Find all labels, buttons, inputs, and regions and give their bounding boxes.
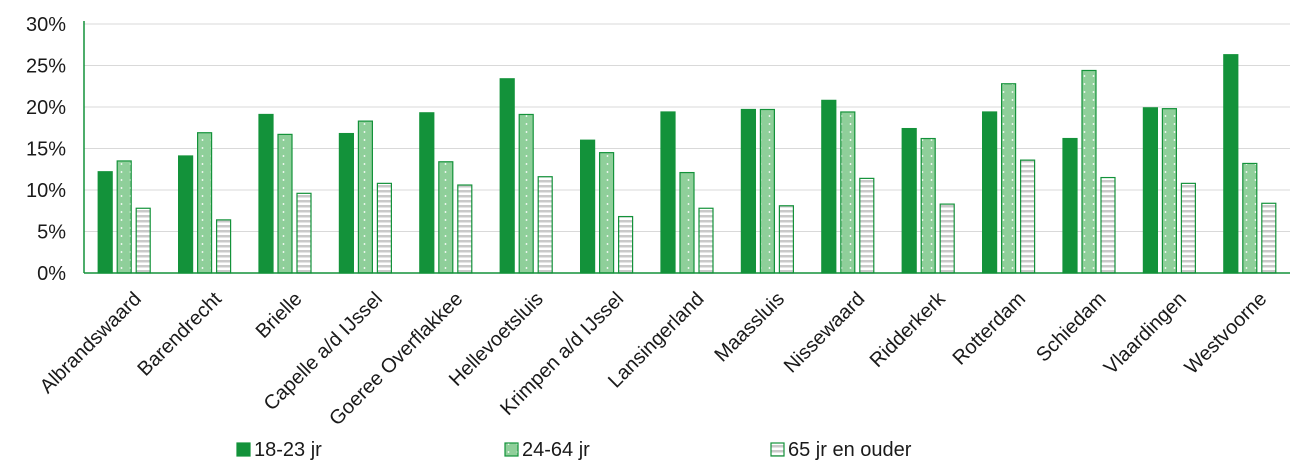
x-category-label: Westvoorne <box>1181 288 1272 379</box>
bar-age-18-23 <box>660 111 676 274</box>
y-tick-label: 15% <box>26 139 66 161</box>
bar-age-24-64 <box>277 133 293 274</box>
bar-age-24-64 <box>1242 162 1258 274</box>
legend: 18-23 jr 24-64 jr 65 jr en ouder <box>236 439 912 461</box>
bar-age-24-64 <box>679 171 695 274</box>
x-category-label: Vlaardingen <box>1100 288 1191 379</box>
bar-age-24-64 <box>1000 83 1017 274</box>
x-category-label: Nissewaard <box>780 288 869 377</box>
bar-age-18-23 <box>258 113 274 274</box>
x-category-label: Barendrecht <box>134 288 227 381</box>
bar-age-65-plus <box>537 176 553 274</box>
bar-age-24-64 <box>840 111 856 274</box>
bar-age-65-plus <box>296 192 312 274</box>
bar-age-18-23 <box>419 112 435 274</box>
bar-age-24-64 <box>598 152 615 274</box>
y-tick-label: 0% <box>37 263 66 285</box>
bar-age-65-plus <box>135 207 151 274</box>
bar-age-18-23 <box>338 132 354 274</box>
bar-age-65-plus <box>216 219 232 274</box>
legend-swatch <box>770 442 785 457</box>
legend-label: 18-23 jr <box>254 439 322 461</box>
bar-age-18-23 <box>178 155 194 274</box>
legend-label: 24-64 jr <box>522 439 590 461</box>
bar-age-65-plus <box>376 182 392 274</box>
y-tick-label: 20% <box>26 97 66 119</box>
x-category-label: Brielle <box>252 288 307 343</box>
bar-age-24-64 <box>518 113 534 274</box>
bar-age-24-64 <box>1081 69 1097 274</box>
y-tick-label: 25% <box>26 56 66 78</box>
bar-age-18-23 <box>821 99 837 274</box>
bar-age-18-23 <box>981 111 998 274</box>
bar-age-65-plus <box>1180 182 1197 274</box>
legend-swatch <box>504 442 519 457</box>
bar-age-18-23 <box>740 108 757 274</box>
bar-age-24-64 <box>116 160 132 274</box>
legend-swatch <box>236 442 251 457</box>
bar-age-65-plus <box>859 177 875 274</box>
bar-age-65-plus <box>1100 176 1116 274</box>
x-category-label: Rotterdam <box>949 288 1031 370</box>
bar-age-18-23 <box>1223 54 1239 274</box>
bar-age-24-64 <box>357 120 373 274</box>
bar-age-65-plus <box>1261 202 1277 274</box>
bar-age-65-plus <box>778 205 795 274</box>
bar-age-24-64 <box>438 161 454 274</box>
y-tick-label: 5% <box>37 222 66 244</box>
x-category-label: Albrandswaard <box>36 288 146 398</box>
bar-age-65-plus <box>617 215 634 274</box>
legend-label: 65 jr en ouder <box>788 439 912 461</box>
bar-age-65-plus <box>939 203 955 274</box>
bar-age-18-23 <box>97 171 113 274</box>
axes <box>83 21 1290 274</box>
bar-age-18-23 <box>1062 137 1078 274</box>
bar-age-18-23 <box>1142 107 1159 274</box>
bars <box>97 54 1277 274</box>
bar-age-65-plus <box>698 207 714 274</box>
bar-age-18-23 <box>579 139 596 274</box>
y-axis-ticks: 0% 5% 10% 15% 20% 25% 30% <box>26 14 66 285</box>
bar-age-24-64 <box>1161 108 1178 274</box>
bar-age-24-64 <box>920 137 936 274</box>
x-category-label: Maassluis <box>711 288 789 366</box>
bar-age-18-23 <box>499 78 515 274</box>
y-tick-label: 30% <box>26 14 66 36</box>
bar-age-65-plus <box>457 184 473 274</box>
x-category-label: Schiedam <box>1032 288 1110 366</box>
x-category-label: Goeree Overflakkee <box>325 288 467 430</box>
bar-age-24-64 <box>759 108 776 274</box>
x-category-label: Ridderkerk <box>866 287 951 372</box>
bar-age-65-plus <box>1019 159 1036 274</box>
bar-age-24-64 <box>197 132 213 274</box>
y-tick-label: 10% <box>26 180 66 202</box>
bar-age-18-23 <box>901 127 917 274</box>
